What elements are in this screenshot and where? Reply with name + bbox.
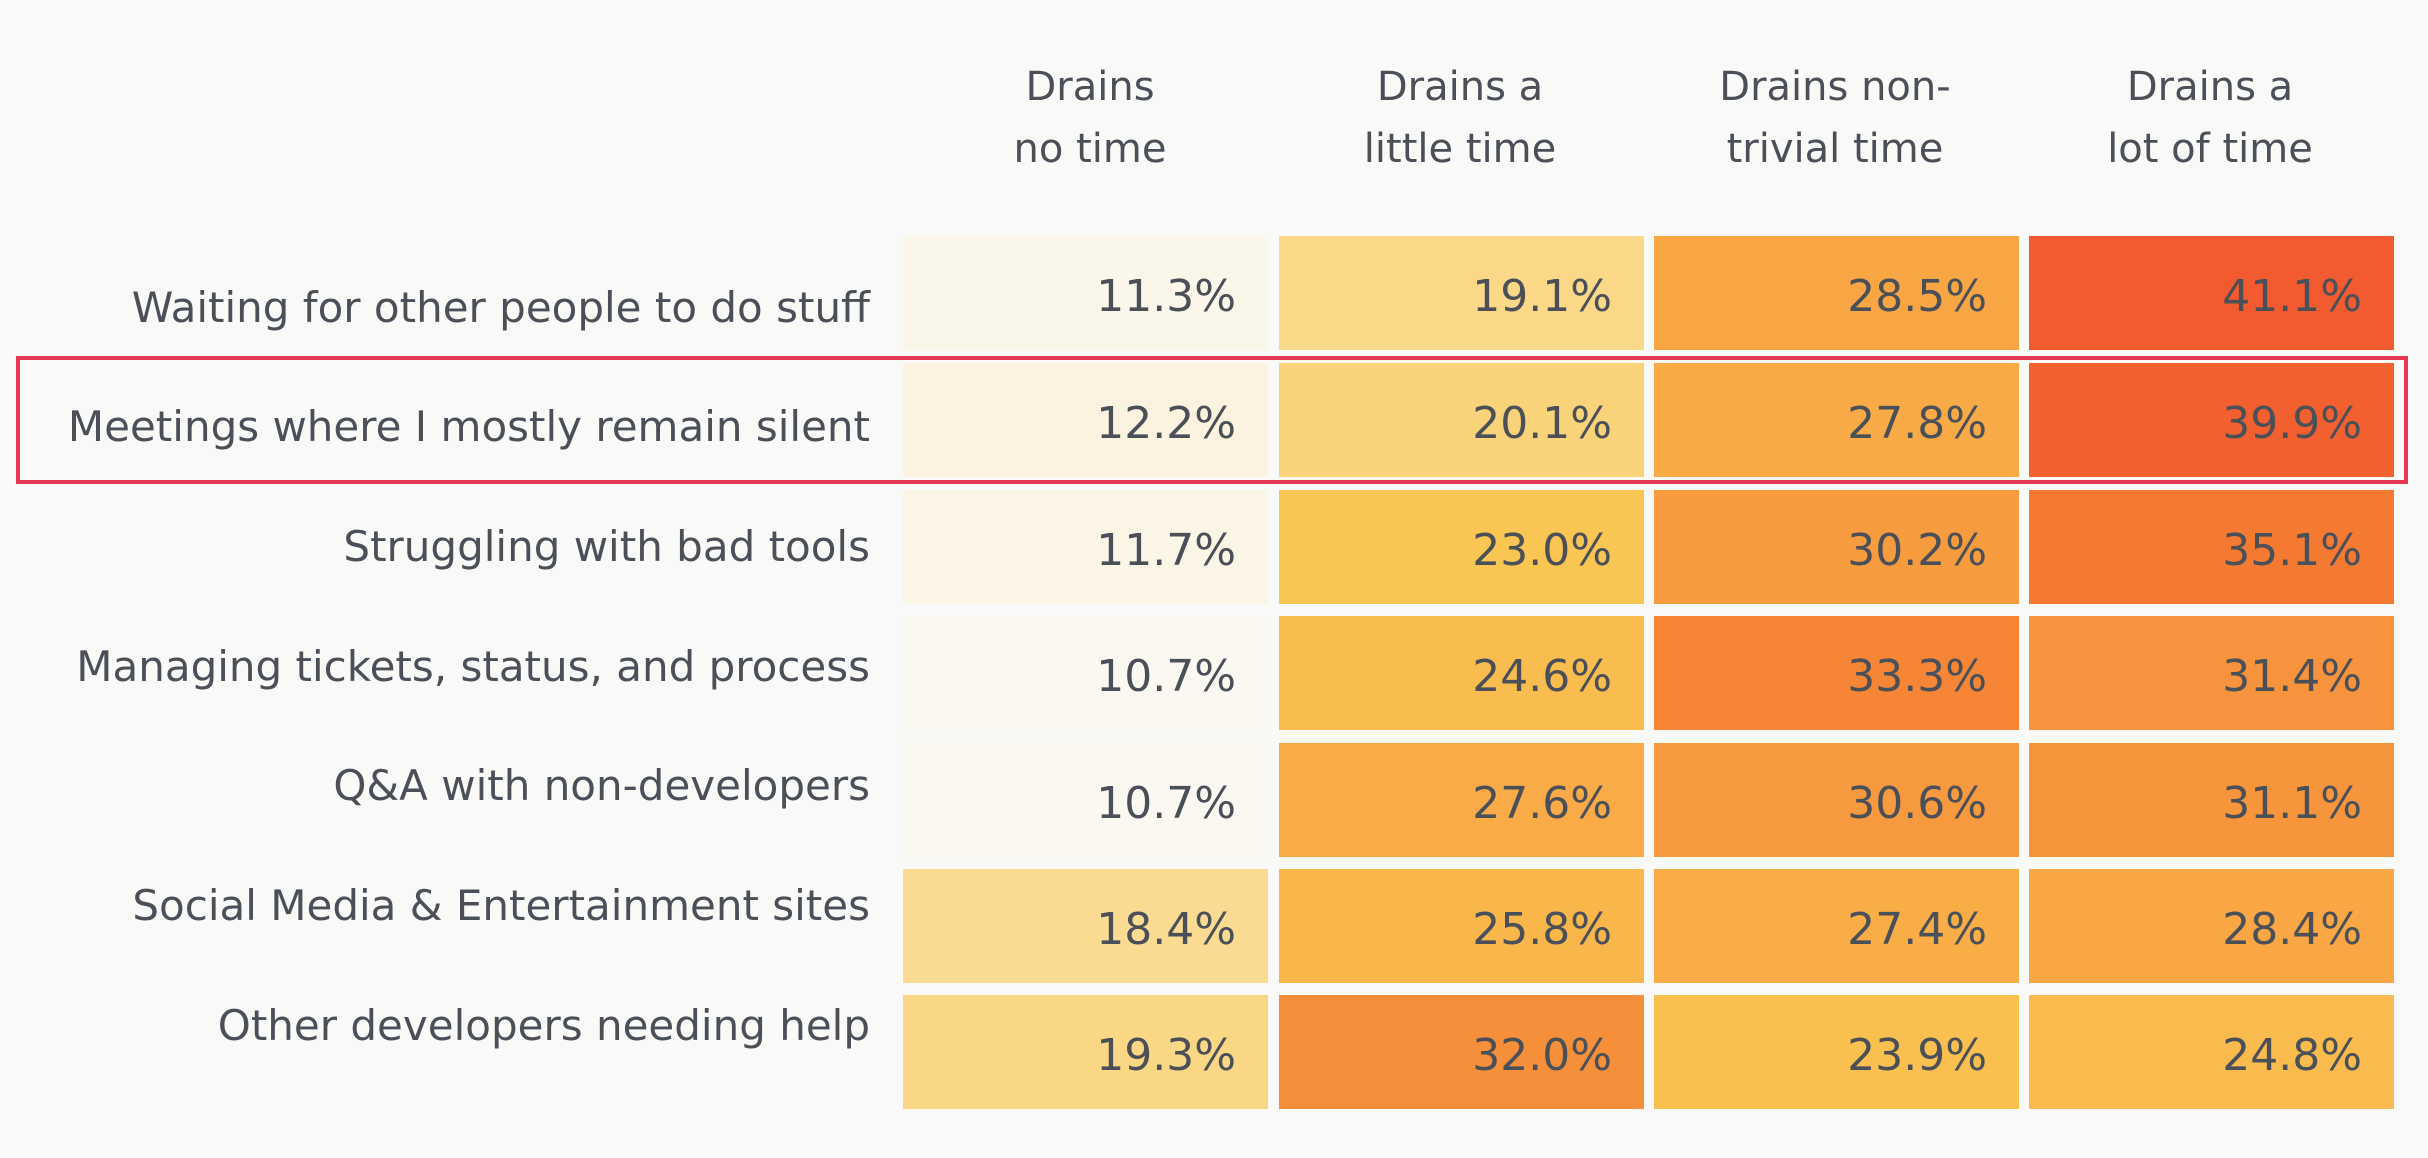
column-header-line: no time: [1013, 126, 1167, 172]
row-label-meetings: Meetings where I mostly remain silent: [67, 402, 870, 451]
column-header-line: Drains: [1025, 64, 1155, 110]
heatmap-cell: [2029, 616, 2394, 730]
heatmap-cell-label: 27.8%: [1847, 398, 1987, 449]
heatmap-cell: [2029, 236, 2394, 350]
heatmap-cell: [1279, 743, 1644, 857]
heatmap-cell-label: 25.8%: [1472, 904, 1612, 955]
heatmap-cell: [1279, 490, 1644, 604]
heatmap-cell-label: 28.4%: [2222, 904, 2362, 955]
heatmap-cell-label: 27.4%: [1847, 904, 1987, 955]
heatmap-cell: [1279, 869, 1644, 983]
heatmap-cell: [1654, 236, 2019, 350]
heatmap-cell-label: 30.2%: [1847, 525, 1987, 576]
column-header-line: Drains non-: [1719, 64, 1951, 110]
row-label-other-devs: Other developers needing help: [217, 1001, 870, 1050]
heatmap-cell: [903, 363, 1268, 477]
column-header-little-time: Drains a little time: [1280, 56, 1640, 180]
heatmap-cell: [1654, 490, 2019, 604]
column-header-nontrivial-time: Drains non- trivial time: [1655, 56, 2015, 180]
heatmap-cell: [1654, 363, 2019, 477]
column-header-line: Drains a: [1376, 64, 1544, 110]
heatmap-cell-label: 30.6%: [1847, 778, 1987, 829]
heatmap-cell: [903, 869, 1268, 983]
heatmap-cell-label: 24.8%: [2222, 1030, 2362, 1081]
row-label-tickets: Managing tickets, status, and process: [76, 642, 870, 691]
heatmap-cell-label: 35.1%: [2222, 525, 2362, 576]
heatmap-cell: [2029, 995, 2394, 1109]
heatmap-cell-label: 31.4%: [2222, 651, 2362, 702]
highlight-row-box: [16, 356, 2408, 484]
heatmap-cell: [903, 995, 1268, 1109]
heatmap-cell-label: 10.7%: [1096, 651, 1236, 702]
heatmap-cell-label: 11.3%: [1096, 271, 1236, 322]
heatmap-cell: [1279, 236, 1644, 350]
heatmap-cell: [903, 743, 1268, 857]
heatmap-cell-label: 33.3%: [1847, 651, 1987, 702]
heatmap-cell: [1654, 869, 2019, 983]
heatmap-cell: [903, 616, 1268, 730]
heatmap-cell-label: 23.0%: [1472, 525, 1612, 576]
heatmap-cell-label: 19.3%: [1096, 1030, 1236, 1081]
heatmap-cell-label: 27.6%: [1472, 778, 1612, 829]
heatmap-cell-label: 23.9%: [1847, 1030, 1987, 1081]
heatmap-cell: [2029, 869, 2394, 983]
heatmap-cell: [903, 236, 1268, 350]
heatmap-cell-label: 39.9%: [2222, 398, 2362, 449]
column-header-line: lot of time: [2107, 126, 2313, 172]
heatmap-cell-label: 24.6%: [1472, 651, 1612, 702]
row-label-waiting: Waiting for other people to do stuff: [131, 283, 870, 332]
heatmap-cell: [2029, 743, 2394, 857]
column-header-line: little time: [1363, 126, 1557, 172]
heatmap-cell-label: 20.1%: [1472, 398, 1612, 449]
heatmap-cell-label: 31.1%: [2222, 778, 2362, 829]
heatmap-cell: [1279, 616, 1644, 730]
heatmap-cell-label: 32.0%: [1472, 1030, 1612, 1081]
column-header-lot-of-time: Drains a lot of time: [2030, 56, 2390, 180]
heatmap-cell: [1279, 995, 1644, 1109]
column-header-line: trivial time: [1726, 126, 1944, 172]
heatmap-cell-label: 28.5%: [1847, 271, 1987, 322]
column-header-no-time: Drains no time: [910, 56, 1270, 180]
row-label-qa: Q&A with non-developers: [333, 761, 870, 810]
heatmap-cell: [2029, 490, 2394, 604]
heatmap-cell: [1654, 616, 2019, 730]
heatmap-cell-label: 10.7%: [1096, 778, 1236, 829]
column-header-line: Drains a: [2126, 64, 2294, 110]
heatmap-cell-label: 18.4%: [1096, 904, 1236, 955]
heatmap-cell-label: 41.1%: [2222, 271, 2362, 322]
heatmap-cell-label: 11.7%: [1096, 525, 1236, 576]
heatmap-cell-label: 12.2%: [1096, 398, 1236, 449]
row-label-bad-tools: Struggling with bad tools: [343, 522, 870, 571]
heatmap-cell: [903, 490, 1268, 604]
heatmap-cell-label: 19.1%: [1472, 271, 1612, 322]
heatmap-cell: [1654, 743, 2019, 857]
heatmap-cell: [2029, 363, 2394, 477]
heatmap-cell: [1654, 995, 2019, 1109]
row-label-social-media: Social Media & Entertainment sites: [132, 881, 870, 930]
heatmap-cell: [1279, 363, 1644, 477]
